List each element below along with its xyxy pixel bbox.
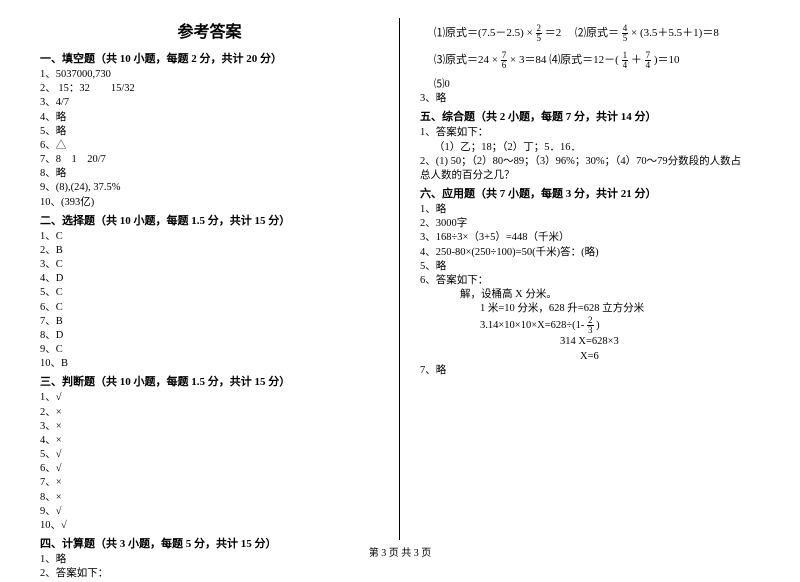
s4-i2: 2、答案如下： bbox=[40, 567, 379, 581]
s1-i10: 10、(393亿) bbox=[40, 196, 379, 210]
eq2a-mid: × bbox=[510, 54, 516, 66]
s6-i6: 6、答案如下： bbox=[420, 274, 750, 288]
eq1a-post: ＝2 bbox=[545, 27, 562, 39]
frac-2-3: 23 bbox=[587, 316, 594, 335]
s1-i6: 6、△ bbox=[40, 139, 379, 153]
s6-i4: 4、250-80×(250÷100)=50(千米)答：(略) bbox=[420, 246, 750, 260]
eq2a-pre: ⑶原式＝24 × bbox=[434, 54, 498, 66]
frac-1-4: 14 bbox=[622, 51, 629, 70]
s6-sol3: 3.14×10×10×X=628÷(1- 23 ) bbox=[420, 316, 750, 335]
s3-i7: 7、× bbox=[40, 476, 379, 490]
section-2-head: 二、选择题（共 10 小题，每题 1.5 分，共计 15 分） bbox=[40, 212, 379, 228]
left-column: 参考答案 一、填空题（共 10 小题，每题 2 分，共计 20 分） 1、503… bbox=[40, 18, 400, 540]
s6-i5: 5、略 bbox=[420, 260, 750, 274]
eq1b-mid: × bbox=[631, 27, 637, 39]
s2-i1: 1、C bbox=[40, 230, 379, 244]
s3-i6: 6、√ bbox=[40, 462, 379, 476]
section-5-head: 五、综合题（共 2 小题，每题 7 分，共计 14 分） bbox=[420, 108, 750, 124]
right-column: ⑴原式＝(7.5－2.5) × 25 ＝2 ⑵原式＝ 45 × (3.5＋5.5… bbox=[400, 18, 760, 540]
sol3b: ) bbox=[596, 320, 600, 331]
s1-i8: 8、略 bbox=[40, 167, 379, 181]
eq2b-pre: ⑷原式＝12－( bbox=[549, 54, 619, 66]
r-i3: 3、略 bbox=[420, 92, 750, 106]
s2-i7: 7、B bbox=[40, 315, 379, 329]
s1-i4: 4、略 bbox=[40, 111, 379, 125]
s6-i7: 7、略 bbox=[420, 364, 750, 378]
s2-i6: 6、C bbox=[40, 301, 379, 315]
s1-i5: 5、略 bbox=[40, 125, 379, 139]
s2-i2: 2、B bbox=[40, 244, 379, 258]
s1-i3: 3、4/7 bbox=[40, 96, 379, 110]
s3-i2: 2、× bbox=[40, 406, 379, 420]
s3-i8: 8、× bbox=[40, 491, 379, 505]
s3-i4: 4、× bbox=[40, 434, 379, 448]
s2-i3: 3、C bbox=[40, 258, 379, 272]
sol3a: 3.14×10×10×X=628÷(1- bbox=[480, 320, 584, 331]
s6-i2: 2、3000字 bbox=[420, 217, 750, 231]
section-3-head: 三、判断题（共 10 小题，每题 1.5 分，共计 15 分） bbox=[40, 373, 379, 389]
s6-sol2: 1 米=10 分米，628 升=628 立方分米 bbox=[420, 302, 750, 316]
section-6-head: 六、应用题（共 7 小题，每题 3 分，共计 21 分） bbox=[420, 185, 750, 201]
s6-i1: 1、略 bbox=[420, 203, 750, 217]
s1-i2: 2、 15：32 15/32 bbox=[40, 82, 379, 96]
s3-i5: 5、√ bbox=[40, 448, 379, 462]
s6-sol1: 解，设桶高 X 分米。 bbox=[420, 288, 750, 302]
s3-i9: 9、√ bbox=[40, 505, 379, 519]
eq3: ⑸0 bbox=[420, 78, 750, 92]
s2-i4: 4、D bbox=[40, 272, 379, 286]
s5-i1a: （1）乙；18；（2）丁；5．16． bbox=[420, 141, 750, 155]
s3-i3: 3、× bbox=[40, 420, 379, 434]
s2-i10: 10、B bbox=[40, 357, 379, 371]
frac-7-4: 74 bbox=[645, 51, 652, 70]
eq1b-post: (3.5＋5.5＋1)＝8 bbox=[640, 27, 719, 39]
s1-i9: 9、(8),(24), 37.5% bbox=[40, 181, 379, 195]
s5-i2: 2、(1) 50；（2）80～89；（3）96%；30%；（4）70～79分数段… bbox=[420, 155, 750, 183]
frac-2-5: 25 bbox=[536, 24, 543, 43]
page-footer: 第 3 页 共 3 页 bbox=[0, 544, 800, 559]
s6-i3: 3、168÷3×（3+5）=448（千米） bbox=[420, 231, 750, 245]
eq1a-pre: ⑴原式＝(7.5－2.5) × bbox=[434, 27, 533, 39]
eq2b-plus: ＋ bbox=[631, 54, 642, 66]
s3-i1: 1、√ bbox=[40, 391, 379, 405]
s2-i8: 8、D bbox=[40, 329, 379, 343]
s5-i1: 1、答案如下： bbox=[420, 126, 750, 140]
page: 参考答案 一、填空题（共 10 小题，每题 2 分，共计 20 分） 1、503… bbox=[0, 0, 800, 540]
section-1-head: 一、填空题（共 10 小题，每题 2 分，共计 20 分） bbox=[40, 50, 379, 66]
eq2a-post: 3＝84 bbox=[519, 54, 547, 66]
eq1b-pre: ⑵原式＝ bbox=[575, 27, 619, 39]
answer-title: 参考答案 bbox=[40, 18, 379, 42]
frac-7-6: 76 bbox=[501, 51, 508, 70]
eq-row-1: ⑴原式＝(7.5－2.5) × 25 ＝2 ⑵原式＝ 45 × (3.5＋5.5… bbox=[420, 24, 750, 43]
s1-i1: 1、5037000,730 bbox=[40, 68, 379, 82]
s6-sol5: X=6 bbox=[420, 350, 750, 364]
s1-i7: 7、8 1 20/7 bbox=[40, 153, 379, 167]
frac-4-5: 45 bbox=[622, 24, 629, 43]
eq-row-2: ⑶原式＝24 × 76 × 3＝84 ⑷原式＝12－( 14 ＋ 74 )＝10 bbox=[420, 51, 750, 70]
s2-i5: 5、C bbox=[40, 286, 379, 300]
s3-i10: 10、√ bbox=[40, 519, 379, 533]
eq2b-post: )＝10 bbox=[654, 54, 680, 66]
s6-sol4: 314 X=628×3 bbox=[420, 335, 750, 349]
s2-i9: 9、C bbox=[40, 343, 379, 357]
